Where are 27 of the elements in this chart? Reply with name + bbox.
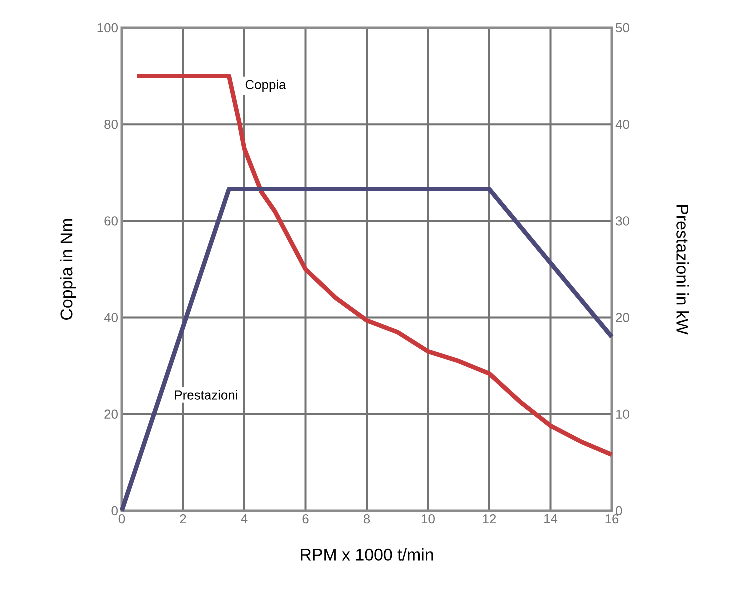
- y2-axis-title: Prestazioni in kW: [676, 205, 690, 335]
- y2-tick-label: 50: [616, 23, 630, 33]
- x-tick-label: 2: [180, 514, 186, 524]
- x-tick-label: 12: [483, 514, 496, 524]
- y2-tick-label: 0: [616, 506, 622, 516]
- y2-tick-label: 20: [616, 313, 630, 322]
- y2-tick-label: 10: [616, 410, 630, 419]
- x-tick-label: 4: [241, 514, 248, 524]
- x-tick-label: 8: [364, 514, 370, 524]
- x-tick-label: 16: [606, 514, 619, 524]
- y2-tick-label: 40: [616, 120, 630, 130]
- y-tick-label: 80: [104, 120, 118, 130]
- x-tick-label: 14: [544, 514, 558, 524]
- y-tick-label: 60: [104, 216, 118, 226]
- line-series: [135, 74, 614, 458]
- y-tick-label: 0: [112, 506, 118, 516]
- x-tick-label: 10: [422, 514, 435, 524]
- y-tick-label: 20: [104, 410, 118, 419]
- series-label: Coppia: [246, 80, 286, 92]
- x-tick-label: 0: [118, 514, 126, 524]
- y-axis-title: Coppia in Nm: [60, 219, 76, 320]
- x-axis-title: RPM x 1000 t/min: [301, 548, 434, 561]
- series-label: Prestazioni: [175, 390, 238, 400]
- x-tick-label: 6: [302, 514, 309, 524]
- y-tick-label: 40: [104, 313, 118, 322]
- y-tick-label: 100: [98, 23, 118, 33]
- y2-tick-label: 30: [616, 216, 630, 226]
